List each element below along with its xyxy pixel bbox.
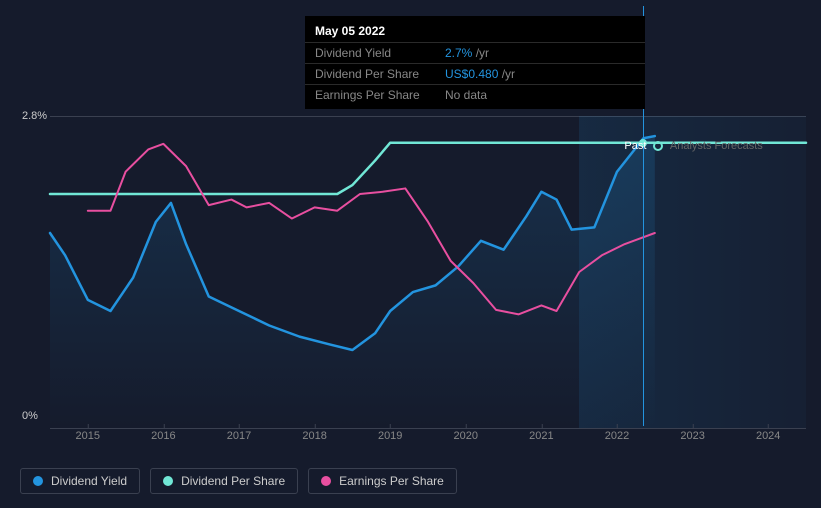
series-line xyxy=(50,143,806,194)
legend-label: Dividend Per Share xyxy=(181,474,285,488)
plot-area[interactable]: Past Analysts Forecasts xyxy=(50,116,806,428)
x-tick: 2016 xyxy=(151,430,175,442)
tooltip-row-label: Earnings Per Share xyxy=(315,87,445,103)
dividend-yield-area xyxy=(50,136,655,428)
x-tick: 2022 xyxy=(605,430,629,442)
tooltip-row-value: US$0.480 /yr xyxy=(445,66,635,82)
y-axis-max-label: 2.8% xyxy=(22,110,47,122)
x-tick: 2015 xyxy=(76,430,100,442)
tooltip-row: Dividend Per ShareUS$0.480 /yr xyxy=(305,63,645,84)
legend-label: Dividend Yield xyxy=(51,474,127,488)
tooltip-row-label: Dividend Yield xyxy=(315,45,445,61)
x-tick: 2023 xyxy=(680,430,704,442)
x-axis: 2015 2016 2017 2018 2019 2020 2021 2022 2023 2024 xyxy=(50,430,806,458)
y-axis-min-label: 0% xyxy=(22,410,38,422)
x-tick: 2019 xyxy=(378,430,402,442)
chart-tooltip: May 05 2022 Dividend Yield2.7% /yrDivide… xyxy=(305,16,645,109)
dividend-chart: 2.8% 0% Past Analysts Forecasts 2015 2016… xyxy=(0,110,821,450)
x-tick: 2017 xyxy=(227,430,251,442)
legend-swatch-icon xyxy=(33,476,43,486)
x-tick: 2021 xyxy=(529,430,553,442)
tooltip-row: Earnings Per ShareNo data xyxy=(305,84,645,105)
tooltip-row: Dividend Yield2.7% /yr xyxy=(305,42,645,63)
x-tick: 2024 xyxy=(756,430,780,442)
legend-item[interactable]: Dividend Per Share xyxy=(150,468,298,494)
x-tick: 2020 xyxy=(454,430,478,442)
tooltip-rows: Dividend Yield2.7% /yrDividend Per Share… xyxy=(305,42,645,105)
legend-item[interactable]: Earnings Per Share xyxy=(308,468,457,494)
x-tick: 2018 xyxy=(302,430,326,442)
legend-label: Earnings Per Share xyxy=(339,474,444,488)
chart-legend: Dividend Yield Dividend Per Share Earnings… xyxy=(20,468,457,494)
tooltip-row-label: Dividend Per Share xyxy=(315,66,445,82)
tooltip-date: May 05 2022 xyxy=(305,22,645,42)
legend-swatch-icon xyxy=(321,476,331,486)
legend-item[interactable]: Dividend Yield xyxy=(20,468,140,494)
chart-lines xyxy=(50,116,806,428)
legend-swatch-icon xyxy=(163,476,173,486)
tooltip-row-value: No data xyxy=(445,87,635,103)
tooltip-row-value: 2.7% /yr xyxy=(445,45,635,61)
